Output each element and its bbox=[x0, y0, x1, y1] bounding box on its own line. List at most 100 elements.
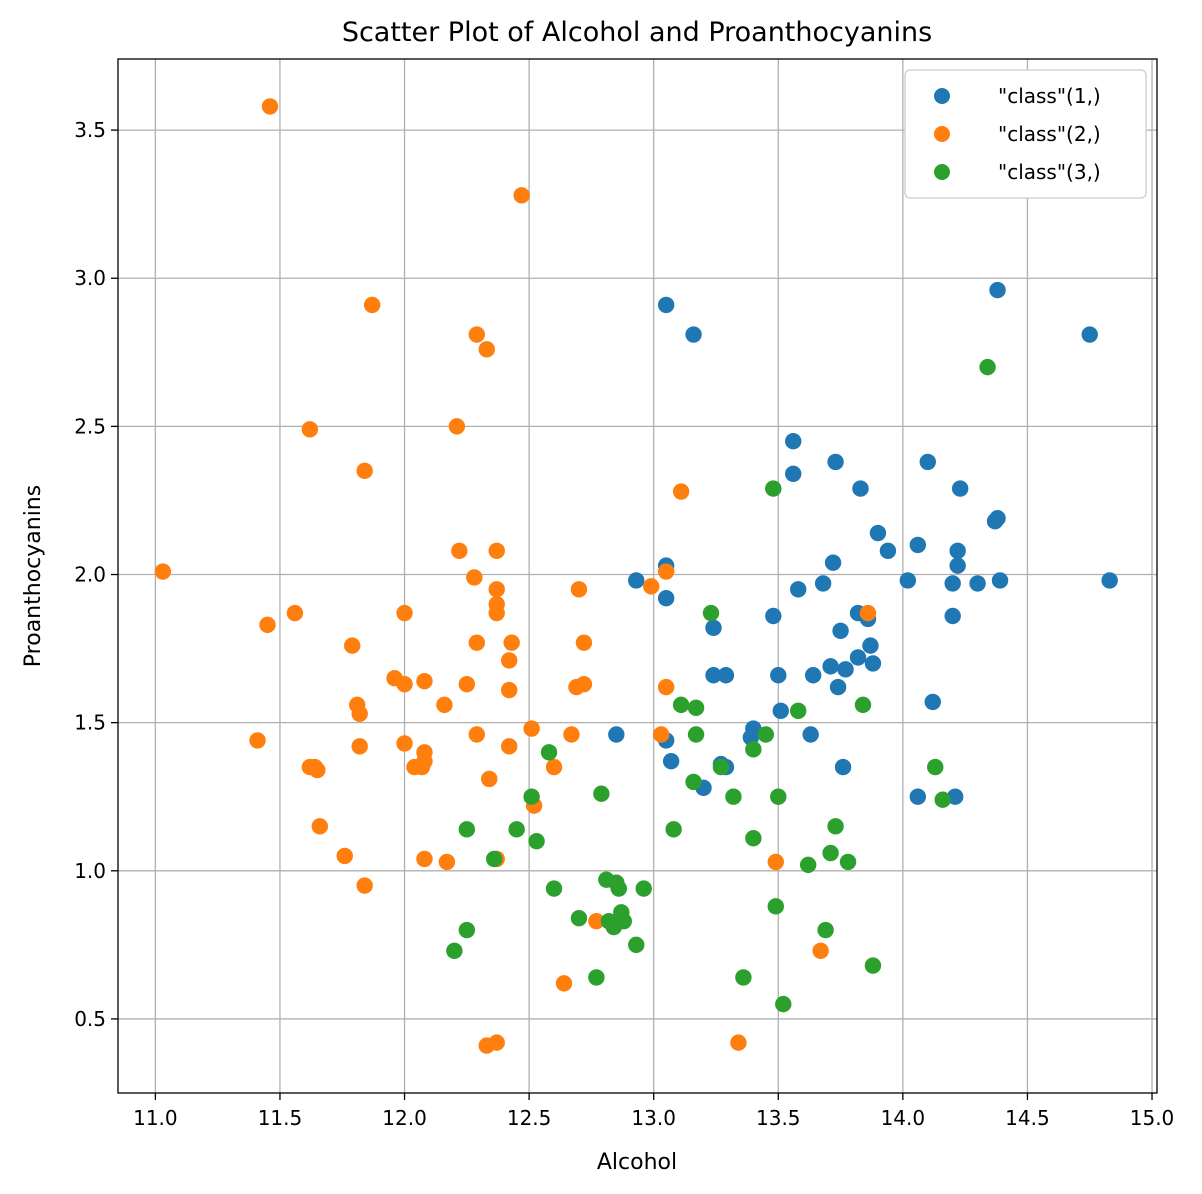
data-point-class-1 bbox=[628, 572, 645, 589]
data-point-class-1 bbox=[790, 581, 807, 598]
data-point-class-2 bbox=[416, 672, 433, 690]
y-tick-label: 2.0 bbox=[74, 563, 106, 587]
data-point-class-2 bbox=[555, 975, 573, 992]
data-point-class-2 bbox=[563, 726, 580, 743]
x-tick-label: 11.0 bbox=[133, 1106, 178, 1130]
data-point-class-1 bbox=[909, 788, 927, 805]
data-point-class-3 bbox=[523, 788, 540, 805]
data-point-class-1 bbox=[852, 480, 869, 497]
data-point-class-2 bbox=[513, 187, 530, 204]
x-tick-label: 12.0 bbox=[382, 1106, 427, 1130]
data-point-class-3 bbox=[610, 880, 628, 897]
data-point-class-3 bbox=[687, 699, 705, 717]
legend-box bbox=[904, 69, 1147, 199]
data-point-class-2 bbox=[351, 705, 368, 722]
data-point-class-1 bbox=[717, 667, 735, 684]
data-point-class-2 bbox=[812, 942, 829, 959]
data-point-class-3 bbox=[540, 744, 558, 761]
data-point-class-2 bbox=[488, 1034, 505, 1051]
data-point-class-1 bbox=[657, 296, 675, 314]
x-tick-label: 13.0 bbox=[631, 1106, 676, 1130]
data-point-class-2 bbox=[488, 542, 505, 560]
data-point-class-2 bbox=[363, 296, 381, 314]
data-point-class-1 bbox=[822, 658, 839, 675]
data-point-class-2 bbox=[545, 758, 563, 776]
data-point-class-2 bbox=[730, 1034, 747, 1051]
data-point-class-1 bbox=[814, 575, 832, 592]
data-point-class-1 bbox=[919, 453, 936, 471]
data-point-class-3 bbox=[685, 773, 702, 791]
data-point-class-2 bbox=[523, 720, 540, 737]
data-point-class-1 bbox=[1101, 572, 1118, 589]
data-point-class-3 bbox=[839, 853, 857, 871]
data-point-class-2 bbox=[309, 761, 326, 779]
data-point-class-3 bbox=[702, 604, 720, 622]
data-point-class-3 bbox=[605, 918, 623, 936]
data-point-class-3 bbox=[790, 702, 807, 720]
data-point-class-1 bbox=[924, 693, 941, 711]
y-tick-label: 3.0 bbox=[74, 266, 106, 290]
data-point-class-2 bbox=[466, 569, 483, 586]
data-point-class-1 bbox=[944, 575, 961, 592]
data-point-class-1 bbox=[785, 432, 802, 450]
legend-marker-class-1 bbox=[934, 88, 950, 104]
data-point-class-2 bbox=[488, 604, 505, 622]
y-tick-label: 1.5 bbox=[74, 711, 106, 735]
data-point-class-1 bbox=[989, 510, 1006, 527]
data-point-class-1 bbox=[829, 678, 847, 696]
data-point-class-2 bbox=[336, 847, 353, 865]
data-point-class-3 bbox=[665, 821, 682, 838]
data-point-class-2 bbox=[481, 770, 498, 788]
data-point-class-3 bbox=[799, 856, 817, 874]
data-point-class-3 bbox=[545, 880, 563, 897]
data-point-class-3 bbox=[765, 480, 782, 497]
data-point-class-1 bbox=[944, 607, 961, 625]
data-point-class-1 bbox=[685, 326, 702, 343]
data-point-class-1 bbox=[765, 607, 782, 625]
legend-marker-class-2 bbox=[934, 126, 950, 142]
y-tick-label: 3.5 bbox=[74, 118, 106, 142]
data-point-class-1 bbox=[946, 788, 964, 805]
data-point-class-3 bbox=[757, 726, 775, 743]
data-point-class-3 bbox=[927, 758, 944, 776]
y-tick-label: 0.5 bbox=[74, 1007, 106, 1031]
data-point-class-3 bbox=[628, 936, 645, 954]
data-point-class-2 bbox=[468, 726, 485, 743]
data-point-class-1 bbox=[862, 637, 879, 654]
data-point-class-1 bbox=[834, 758, 852, 776]
data-point-class-2 bbox=[396, 604, 413, 622]
data-point-class-2 bbox=[500, 681, 518, 699]
data-point-class-1 bbox=[949, 542, 966, 560]
data-point-class-1 bbox=[657, 590, 675, 607]
data-point-class-1 bbox=[951, 480, 969, 497]
legend-label-class-3: "class"(3,) bbox=[998, 160, 1101, 184]
data-point-class-1 bbox=[705, 619, 722, 637]
data-point-class-1 bbox=[989, 281, 1006, 299]
legend-label-class-1: "class"(1,) bbox=[998, 84, 1101, 108]
data-point-class-1 bbox=[864, 655, 882, 672]
data-point-class-2 bbox=[396, 735, 413, 752]
data-point-class-1 bbox=[991, 572, 1009, 589]
legend-label-class-2: "class"(2,) bbox=[998, 122, 1101, 146]
data-point-class-3 bbox=[593, 785, 610, 802]
data-point-class-2 bbox=[154, 563, 172, 580]
data-point-class-2 bbox=[570, 581, 588, 598]
data-point-class-3 bbox=[458, 921, 476, 939]
data-point-class-2 bbox=[468, 634, 485, 651]
data-point-class-2 bbox=[451, 542, 468, 560]
data-point-class-2 bbox=[438, 853, 456, 871]
data-point-class-1 bbox=[832, 622, 849, 640]
data-point-class-3 bbox=[767, 898, 784, 915]
data-point-class-2 bbox=[436, 696, 453, 714]
data-point-class-3 bbox=[458, 821, 476, 838]
data-point-class-2 bbox=[259, 616, 276, 634]
data-point-class-2 bbox=[767, 853, 784, 871]
y-tick-label: 1.0 bbox=[74, 859, 106, 883]
data-point-class-1 bbox=[662, 752, 680, 770]
data-point-class-1 bbox=[849, 649, 867, 666]
data-point-class-3 bbox=[672, 696, 690, 714]
data-point-class-3 bbox=[486, 850, 503, 868]
x-tick-label: 15.0 bbox=[1130, 1106, 1175, 1130]
data-point-class-2 bbox=[351, 738, 368, 755]
